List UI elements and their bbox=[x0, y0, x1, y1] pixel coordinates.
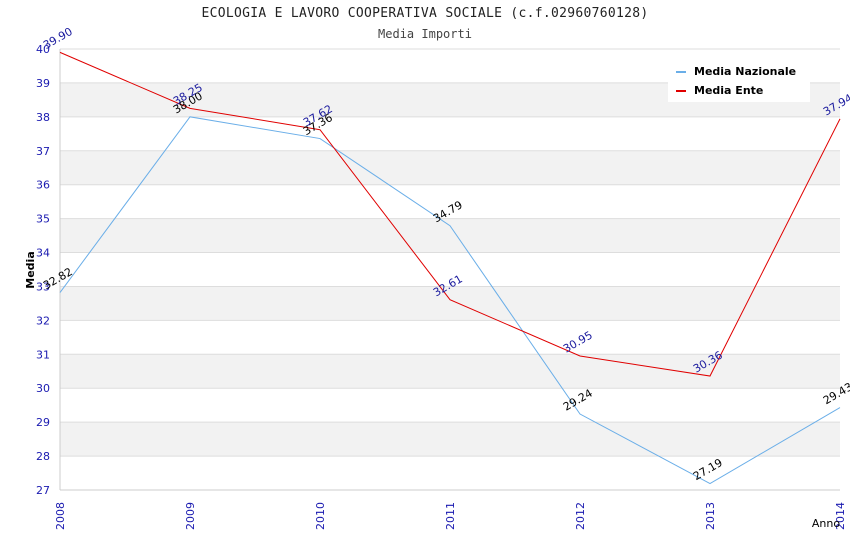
grid-band bbox=[60, 354, 840, 389]
y-tick-label: 32 bbox=[36, 314, 50, 327]
legend: Media Nazionale Media Ente bbox=[668, 60, 810, 102]
y-tick-label: 31 bbox=[36, 348, 50, 361]
series-line-media-nazionale bbox=[59, 116, 841, 485]
data-label: 29.24 bbox=[561, 387, 595, 414]
y-axis-label: Media bbox=[24, 251, 37, 288]
x-tick-label: 2014 bbox=[834, 502, 847, 530]
x-tick-label: 2013 bbox=[704, 502, 717, 530]
grid-band bbox=[60, 150, 840, 185]
y-tick-label: 27 bbox=[36, 484, 50, 497]
x-tick-label: 2010 bbox=[314, 502, 327, 530]
x-tick-label: 2011 bbox=[444, 502, 457, 530]
x-tick-label: 2012 bbox=[574, 502, 587, 530]
y-tick-label: 39 bbox=[36, 77, 50, 90]
chart-title: ECOLOGIA E LAVORO COOPERATIVA SOCIALE (c… bbox=[201, 6, 649, 21]
grid-band bbox=[60, 286, 840, 321]
data-label: 39.90 bbox=[41, 25, 75, 52]
data-label: 27.19 bbox=[691, 456, 725, 483]
series-layer bbox=[59, 51, 841, 485]
x-tick-label: 2009 bbox=[184, 502, 197, 530]
legend-label-media-nazionale: Media Nazionale bbox=[694, 65, 796, 78]
legend-box bbox=[668, 60, 810, 102]
y-tick-label: 40 bbox=[36, 43, 50, 56]
x-tick-labels: 2008 2009 2010 2011 2012 2013 2014 bbox=[54, 502, 847, 530]
chart-subtitle: Media Importi bbox=[378, 27, 472, 41]
y-tick-label: 29 bbox=[36, 416, 50, 429]
grid-band bbox=[60, 218, 840, 253]
legend-label-media-ente: Media Ente bbox=[694, 84, 763, 97]
series-line-media-ente bbox=[59, 51, 841, 377]
y-tick-label: 37 bbox=[36, 145, 50, 158]
grid-band bbox=[60, 422, 840, 457]
y-tick-label: 36 bbox=[36, 179, 50, 192]
y-tick-label: 38 bbox=[36, 111, 50, 124]
y-tick-label: 34 bbox=[36, 247, 50, 260]
y-tick-label: 28 bbox=[36, 450, 50, 463]
y-tick-labels: 27 28 29 30 31 32 33 34 35 36 37 38 39 40 bbox=[36, 43, 50, 497]
x-tick-label: 2008 bbox=[54, 502, 67, 530]
grid-bands bbox=[60, 82, 840, 457]
y-tick-label: 35 bbox=[36, 213, 50, 226]
y-tick-label: 33 bbox=[36, 280, 50, 293]
y-tick-label: 30 bbox=[36, 382, 50, 395]
x-axis-label: Anno bbox=[812, 517, 840, 530]
data-label: 30.95 bbox=[561, 329, 595, 356]
